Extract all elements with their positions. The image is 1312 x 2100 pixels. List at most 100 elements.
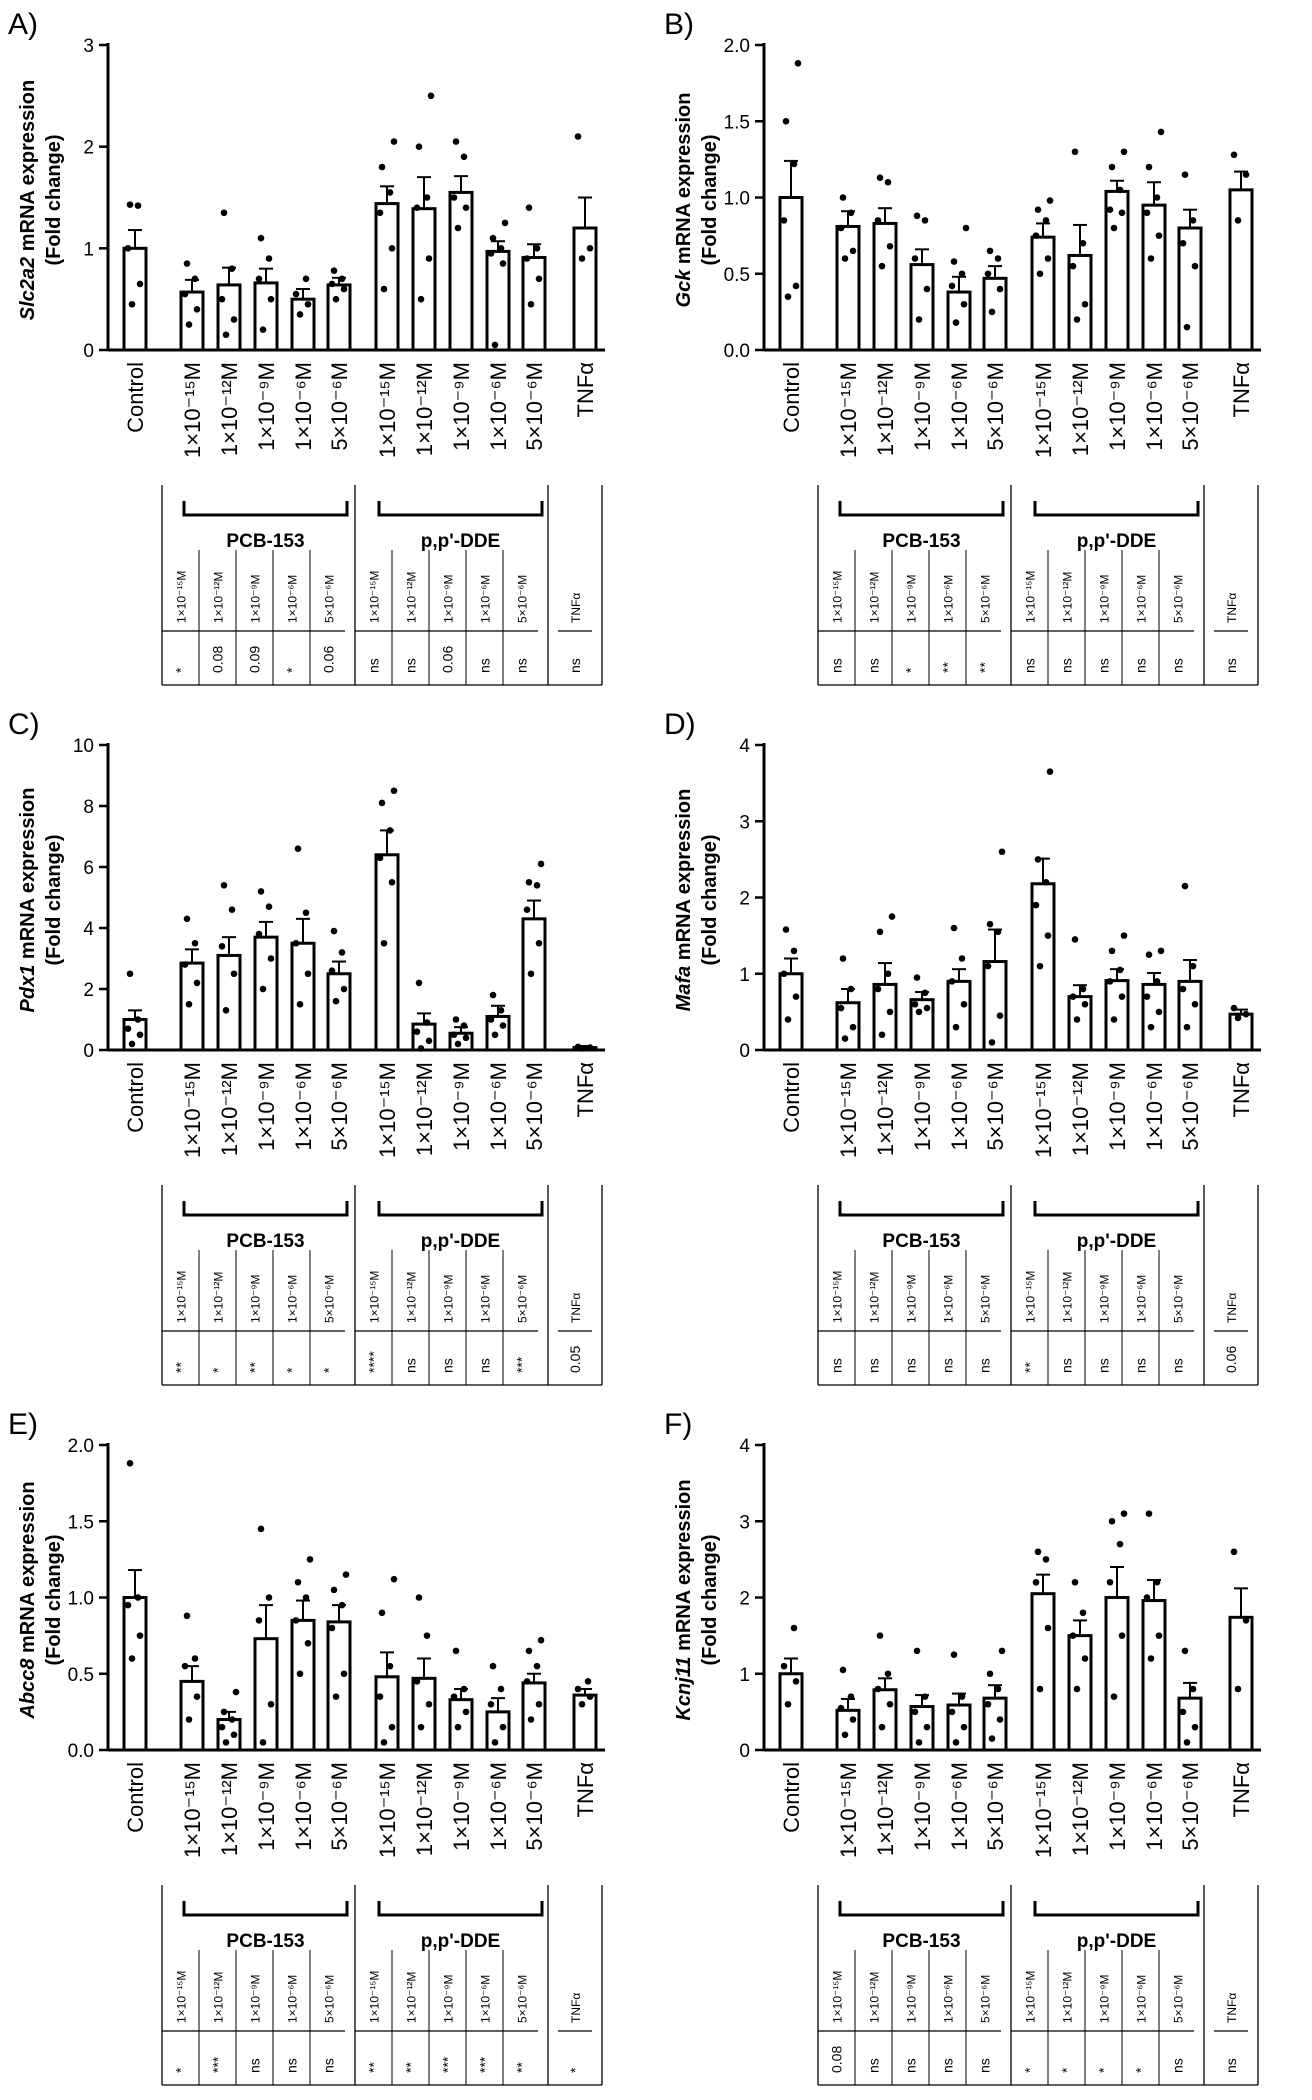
data-point: [1073, 1016, 1081, 1023]
data-point: [181, 1662, 189, 1670]
data-point: [255, 1617, 263, 1624]
table-stat: ns: [567, 658, 583, 673]
data-point: [415, 143, 423, 150]
data-point: [328, 967, 336, 974]
category-label: 5×10⁻⁶M: [1178, 1762, 1203, 1851]
data-point: [330, 927, 338, 935]
y-axis-label-sub: (Fold change): [43, 1534, 65, 1665]
category-label: 1×10⁻¹⁵M: [1031, 362, 1056, 458]
bar: [253, 1637, 279, 1752]
group-bracket: [838, 501, 1005, 517]
panel-label: A): [8, 8, 38, 41]
data-point: [425, 255, 433, 262]
data-point: [948, 1708, 956, 1716]
table-stat: ns: [1133, 658, 1149, 673]
data-point: [874, 217, 882, 224]
data-point: [388, 245, 396, 252]
data-point: [960, 1000, 968, 1008]
category-label: TNFα: [1229, 362, 1254, 418]
table-header: 5×10⁻⁶M: [979, 1275, 993, 1323]
bar: [179, 1679, 205, 1752]
table-header: 5×10⁻⁶M: [1172, 575, 1186, 623]
category-label: 1×10⁻⁶M: [291, 1762, 316, 1851]
category-label: 1×10⁻¹²M: [412, 362, 437, 456]
data-point: [417, 1723, 425, 1731]
category-label: 5×10⁻⁶M: [983, 362, 1008, 451]
data-point: [487, 250, 495, 257]
table-header: TNFα: [569, 1993, 583, 2023]
category-label: 1×10⁻¹²M: [217, 1762, 242, 1856]
data-point: [1145, 163, 1153, 171]
data-point: [1191, 1000, 1199, 1008]
bar: [290, 297, 316, 352]
data-point: [380, 939, 388, 947]
bar: [872, 982, 898, 1052]
data-point: [489, 991, 497, 999]
data-point: [1230, 1004, 1238, 1012]
table-stat: ns: [477, 658, 493, 673]
data-point: [255, 930, 263, 938]
y-tick-label: 3: [83, 36, 94, 57]
data-point: [784, 293, 792, 300]
data-point: [460, 1022, 468, 1029]
panel-label: E): [8, 1408, 38, 1441]
data-point: [1071, 1578, 1079, 1586]
category-label: 1×10⁻⁶M: [947, 1062, 972, 1151]
data-point: [960, 1723, 968, 1731]
table-stat: ns: [866, 2058, 882, 2073]
category-label: 1×10⁻⁹M: [254, 1762, 279, 1851]
table-stat: ns: [403, 1358, 419, 1373]
data-point: [535, 275, 543, 283]
table-header: 1×10⁻⁶M: [942, 1975, 956, 2023]
data-point: [218, 295, 226, 303]
table-stat: ns: [1096, 658, 1112, 673]
panel-label: B): [664, 8, 694, 41]
y-axis-label: Mafa mRNA expression: [673, 789, 695, 1012]
group-bracket: [377, 1201, 544, 1217]
table-header: 1×10⁻¹²M: [1061, 572, 1075, 623]
data-point: [998, 1647, 1006, 1655]
data-point: [417, 1045, 425, 1052]
y-axis-gene: Kcnj11: [673, 1656, 695, 1720]
y-tick-label: 8: [83, 797, 94, 818]
table-stat: *: [1133, 2067, 1149, 2073]
data-point: [780, 1662, 788, 1670]
data-point: [267, 1700, 275, 1708]
bar: [122, 246, 148, 352]
data-point: [523, 255, 531, 262]
table-header: 1×10⁻⁹M: [249, 1974, 263, 2023]
data-point: [1069, 1632, 1077, 1639]
y-axis-label-suffix: mRNA expression: [17, 1481, 39, 1658]
table-stat: ns: [829, 658, 845, 673]
data-point: [988, 1039, 996, 1046]
table-header: TNFα: [1225, 1993, 1239, 2023]
category-label: TNFα: [573, 362, 598, 418]
bar: [872, 1688, 898, 1752]
data-point: [841, 1035, 849, 1042]
category-label: 1×10⁻¹⁵M: [836, 1062, 861, 1158]
table-stat: ns: [940, 2058, 956, 2073]
data-point: [888, 913, 896, 920]
data-point: [1145, 951, 1153, 958]
data-point: [390, 787, 398, 795]
data-point: [296, 1670, 304, 1678]
table-stat: *: [1022, 2067, 1038, 2073]
bar: [946, 979, 972, 1052]
data-point: [837, 224, 845, 232]
data-point: [952, 1023, 960, 1031]
table-header: 5×10⁻⁶M: [979, 575, 993, 623]
data-point: [878, 1723, 886, 1731]
data-point: [328, 280, 336, 288]
table-header: 1×10⁻¹²M: [405, 1272, 419, 1323]
category-label: TNFα: [1229, 1062, 1254, 1118]
data-point: [386, 1662, 394, 1670]
data-point: [988, 308, 996, 316]
table-stat: ***: [514, 1356, 530, 1373]
data-point: [265, 1594, 273, 1601]
table-stat: ns: [1059, 658, 1075, 673]
data-point: [181, 961, 189, 968]
y-tick-label: 0.5: [68, 1665, 94, 1686]
bar: [326, 283, 352, 352]
data-point: [915, 316, 923, 323]
group-label: PCB-153: [226, 531, 304, 552]
